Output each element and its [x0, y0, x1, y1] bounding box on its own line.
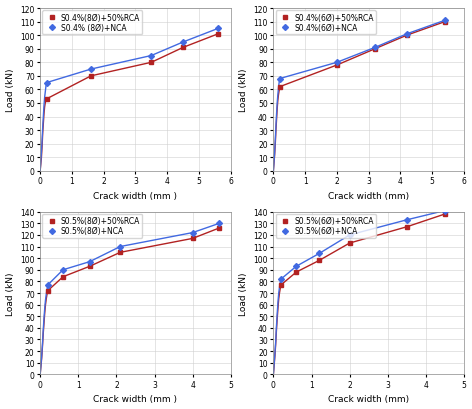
- S0.4%(6Ø)+NCA: [277, 77, 283, 82]
- Line: S0.5%(8Ø)+50%RCA: S0.5%(8Ø)+50%RCA: [46, 226, 221, 293]
- Y-axis label: Load (kN): Load (kN): [6, 68, 15, 112]
- S0.4%(6Ø)+NCA: [442, 19, 448, 24]
- S0.5%(6Ø)+50%RCA: [294, 270, 299, 275]
- S0.5%(8Ø)+NCA: [45, 283, 51, 288]
- Line: S0.4% (8Ø)+NCA: S0.4% (8Ø)+NCA: [44, 27, 220, 85]
- S0.5%(6Ø)+50%RCA: [347, 241, 353, 246]
- Legend: S0.5%(8Ø)+50%RCA, S0.5%(8Ø)+NCA: S0.5%(8Ø)+50%RCA, S0.5%(8Ø)+NCA: [42, 214, 143, 238]
- X-axis label: Crack width (mm): Crack width (mm): [328, 394, 409, 403]
- S0.4%(6Ø)+NCA: [404, 32, 410, 37]
- S0.4%(6Ø)+50%RCA: [334, 63, 340, 68]
- Line: S0.4%(8Ø)+50%RCA: S0.4%(8Ø)+50%RCA: [44, 33, 220, 102]
- X-axis label: Crack width (mm ): Crack width (mm ): [93, 394, 177, 403]
- S0.4%(8Ø)+50%RCA: [180, 46, 186, 51]
- S0.5%(6Ø)+NCA: [278, 277, 284, 282]
- Y-axis label: Load (kN): Load (kN): [239, 68, 248, 112]
- S0.4% (8Ø)+NCA: [180, 40, 186, 45]
- S0.5%(6Ø)+50%RCA: [442, 212, 448, 217]
- S0.4%(8Ø)+50%RCA: [88, 74, 94, 79]
- S0.4%(6Ø)+50%RCA: [277, 85, 283, 90]
- S0.4%(6Ø)+NCA: [334, 61, 340, 65]
- Legend: S0.4%(6Ø)+50%RCA, S0.4%(6Ø)+NCA: S0.4%(6Ø)+50%RCA, S0.4%(6Ø)+NCA: [276, 11, 376, 35]
- S0.5%(6Ø)+NCA: [404, 218, 410, 223]
- S0.5%(6Ø)+NCA: [347, 233, 353, 238]
- S0.4% (8Ø)+NCA: [88, 67, 94, 72]
- S0.4% (8Ø)+NCA: [149, 54, 154, 59]
- Legend: S0.4%(8Ø)+50%RCA, S0.4% (8Ø)+NCA: S0.4%(8Ø)+50%RCA, S0.4% (8Ø)+NCA: [42, 11, 143, 35]
- S0.5%(8Ø)+NCA: [87, 260, 93, 265]
- S0.4%(6Ø)+50%RCA: [372, 47, 378, 52]
- S0.5%(6Ø)+NCA: [294, 264, 299, 269]
- S0.5%(6Ø)+50%RCA: [404, 225, 410, 230]
- S0.4% (8Ø)+NCA: [44, 81, 50, 86]
- S0.5%(6Ø)+50%RCA: [278, 283, 284, 288]
- S0.5%(6Ø)+NCA: [442, 209, 448, 213]
- S0.4%(8Ø)+50%RCA: [44, 97, 50, 102]
- Line: S0.5%(8Ø)+NCA: S0.5%(8Ø)+NCA: [46, 222, 221, 287]
- S0.4%(6Ø)+50%RCA: [404, 34, 410, 38]
- X-axis label: Crack width (mm): Crack width (mm): [328, 191, 409, 200]
- Legend: S0.5%(6Ø)+50%RCA, S0.5%(6Ø)+NCA: S0.5%(6Ø)+50%RCA, S0.5%(6Ø)+NCA: [276, 214, 376, 238]
- Y-axis label: Load (kN): Load (kN): [6, 272, 15, 315]
- Y-axis label: Load (kN): Load (kN): [239, 272, 248, 315]
- S0.5%(8Ø)+NCA: [118, 245, 123, 249]
- S0.5%(6Ø)+50%RCA: [316, 258, 322, 263]
- S0.5%(8Ø)+50%RCA: [60, 274, 66, 279]
- Line: S0.5%(6Ø)+NCA: S0.5%(6Ø)+NCA: [279, 209, 447, 281]
- S0.5%(8Ø)+50%RCA: [87, 264, 93, 269]
- S0.4%(8Ø)+50%RCA: [149, 61, 154, 65]
- S0.4% (8Ø)+NCA: [215, 27, 221, 32]
- S0.5%(8Ø)+NCA: [190, 231, 195, 236]
- S0.5%(8Ø)+NCA: [60, 267, 66, 272]
- S0.5%(6Ø)+NCA: [316, 252, 322, 256]
- Line: S0.5%(6Ø)+50%RCA: S0.5%(6Ø)+50%RCA: [279, 212, 447, 287]
- S0.5%(8Ø)+50%RCA: [217, 226, 222, 231]
- S0.5%(8Ø)+50%RCA: [45, 288, 51, 293]
- X-axis label: Crack width (mm ): Crack width (mm ): [93, 191, 177, 200]
- S0.4%(8Ø)+50%RCA: [215, 32, 221, 37]
- S0.5%(8Ø)+50%RCA: [118, 250, 123, 255]
- Line: S0.4%(6Ø)+50%RCA: S0.4%(6Ø)+50%RCA: [278, 20, 447, 90]
- S0.5%(8Ø)+50%RCA: [190, 236, 195, 241]
- Line: S0.4%(6Ø)+NCA: S0.4%(6Ø)+NCA: [278, 19, 447, 81]
- S0.4%(6Ø)+50%RCA: [442, 20, 448, 25]
- S0.4%(6Ø)+NCA: [372, 46, 378, 51]
- S0.5%(8Ø)+NCA: [217, 221, 222, 226]
